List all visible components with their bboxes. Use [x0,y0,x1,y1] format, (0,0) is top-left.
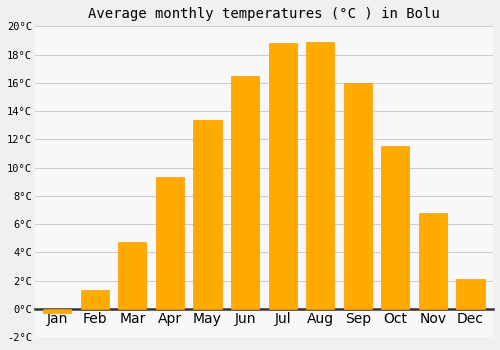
Bar [456,279,484,309]
Bar [231,76,259,309]
Bar [382,146,409,309]
Bar [43,309,72,313]
Bar [344,83,372,309]
Bar [268,43,297,309]
Bar [80,290,109,309]
Bar [306,42,334,309]
Bar [194,119,222,309]
Bar [118,243,146,309]
Bar [419,213,447,309]
Title: Average monthly temperatures (°C ) in Bolu: Average monthly temperatures (°C ) in Bo… [88,7,440,21]
Bar [156,177,184,309]
